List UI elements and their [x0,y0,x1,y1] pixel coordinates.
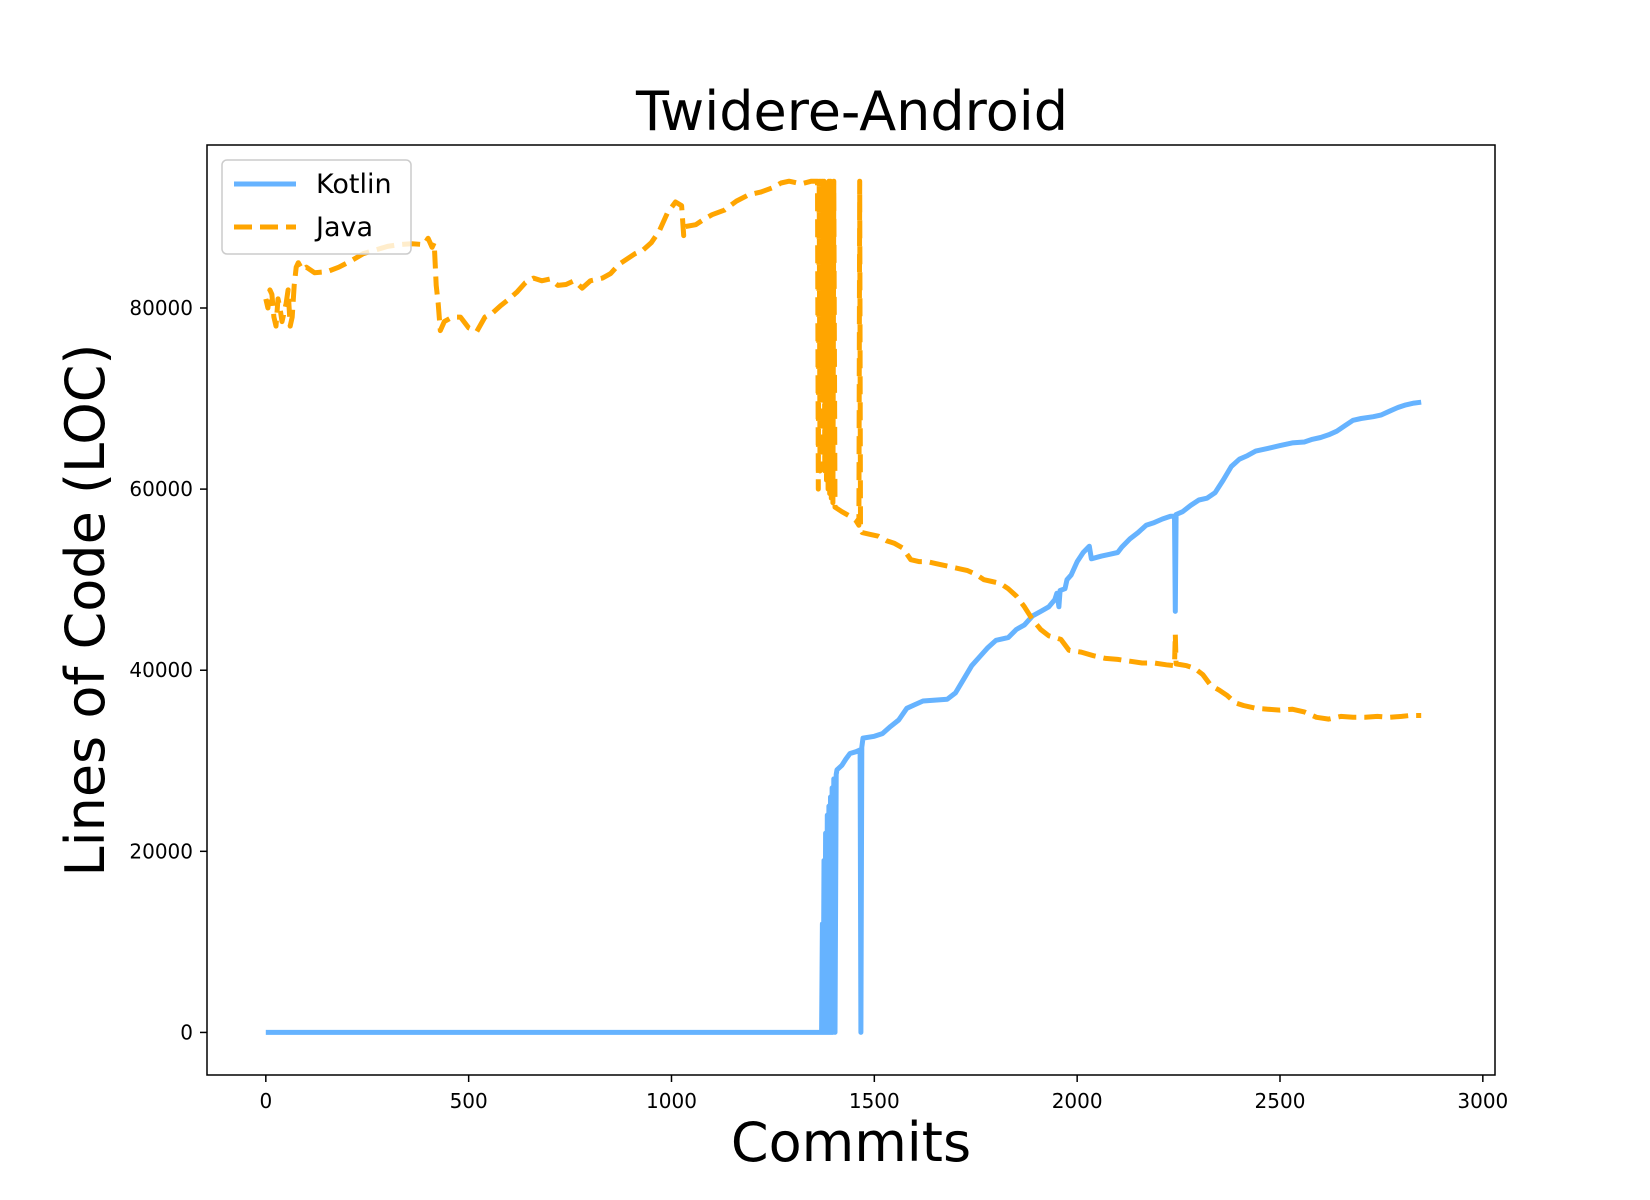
y-tick-label: 0 [180,1020,193,1044]
y-tick-label: 80000 [129,296,193,320]
x-tick-label: 2500 [1255,1089,1306,1113]
series-line-kotlin [265,399,1422,1035]
x-axis-ticks: 0 500 1000 1500 2000 2500 3000 [259,1075,1508,1113]
y-tick-label: 40000 [129,658,193,682]
chart-title: Twidere-Android [635,80,1068,143]
x-tick-label: 1500 [849,1089,900,1113]
x-tick-label: 500 [450,1089,488,1113]
y-axis-label: Lines of Code (LOC) [54,344,117,877]
legend-kotlin-label: Kotlin [316,169,392,200]
y-tick-label: 60000 [129,477,193,501]
x-tick-label: 2000 [1052,1089,1103,1113]
plot-series [263,178,1422,1035]
x-tick-label: 1000 [646,1089,697,1113]
x-axis-label: Commits [731,1111,971,1174]
series-line-java [263,178,1422,722]
x-tick-label: 3000 [1457,1089,1508,1113]
x-tick-label: 0 [259,1089,272,1113]
plot-frame [206,144,1496,1076]
legend-java-label: Java [314,212,373,243]
y-tick-label: 20000 [129,839,193,863]
legend: Kotlin Java [221,159,412,255]
y-axis-ticks: 0 20000 40000 60000 80000 [129,296,207,1044]
